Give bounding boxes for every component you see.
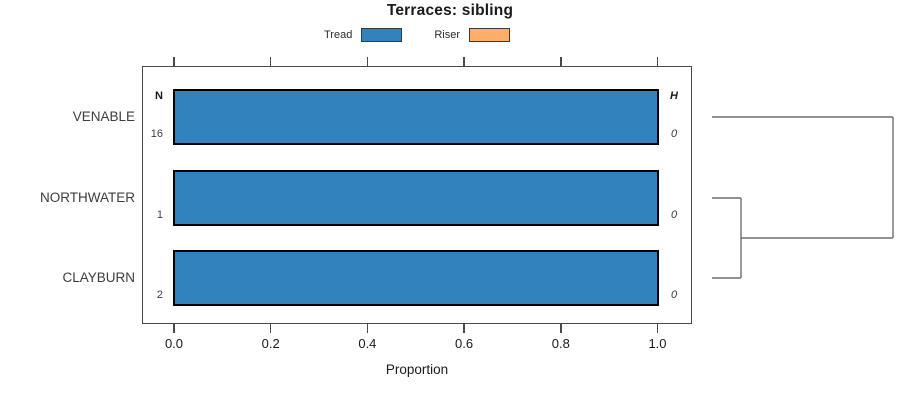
n-value: 2 — [156, 289, 163, 301]
legend-label: Riser — [434, 29, 460, 41]
h-value: 0 — [670, 128, 678, 140]
axis-tick-bottom — [366, 324, 369, 333]
category-label: VENABLE — [72, 108, 135, 124]
x-axis-title: Proportion — [385, 362, 449, 377]
bar-tread — [173, 170, 659, 226]
legend-swatch-tread — [361, 28, 403, 42]
n-value: 1 — [156, 209, 163, 221]
dendrogram-lines — [712, 116, 894, 279]
chart-title: Terraces: sibling — [386, 2, 514, 19]
h-value: 0 — [670, 209, 678, 221]
axis-tick-top — [560, 57, 562, 66]
bar-tread — [173, 250, 659, 306]
column-header-h: H — [670, 90, 678, 102]
axis-tick-label: 1.0 — [648, 336, 667, 351]
legend-label: Tread — [324, 29, 353, 41]
h-value: 0 — [670, 289, 678, 301]
legend-item-riser: Riser — [434, 28, 510, 42]
axis-tick-top — [656, 57, 659, 66]
axis-tick-label: 0.8 — [551, 336, 570, 351]
axis-tick-top — [463, 57, 465, 66]
axis-tick-top — [269, 57, 272, 66]
axis-tick-bottom — [656, 324, 659, 333]
category-label: CLAYBURN — [62, 269, 135, 285]
axis-tick-bottom — [463, 324, 465, 333]
legend: Tread Riser — [142, 26, 692, 44]
axis-tick-bottom — [173, 324, 175, 333]
axis-tick-label: 0.2 — [261, 336, 280, 351]
legend-swatch-riser — [469, 28, 510, 42]
bar-tread — [173, 89, 659, 145]
category-label: NORTHWATER — [40, 189, 135, 205]
axis-tick-label: 0.0 — [164, 336, 184, 351]
axis-tick-bottom — [269, 324, 272, 333]
axis-tick-top — [173, 57, 175, 66]
legend-item-tread: Tread — [324, 28, 403, 42]
axis-tick-label: 0.4 — [358, 336, 377, 351]
n-value: 16 — [150, 128, 163, 140]
column-header-n: N — [155, 90, 163, 102]
axis-tick-top — [366, 57, 369, 66]
axis-tick-label: 0.6 — [455, 336, 474, 351]
axis-tick-bottom — [560, 324, 562, 333]
